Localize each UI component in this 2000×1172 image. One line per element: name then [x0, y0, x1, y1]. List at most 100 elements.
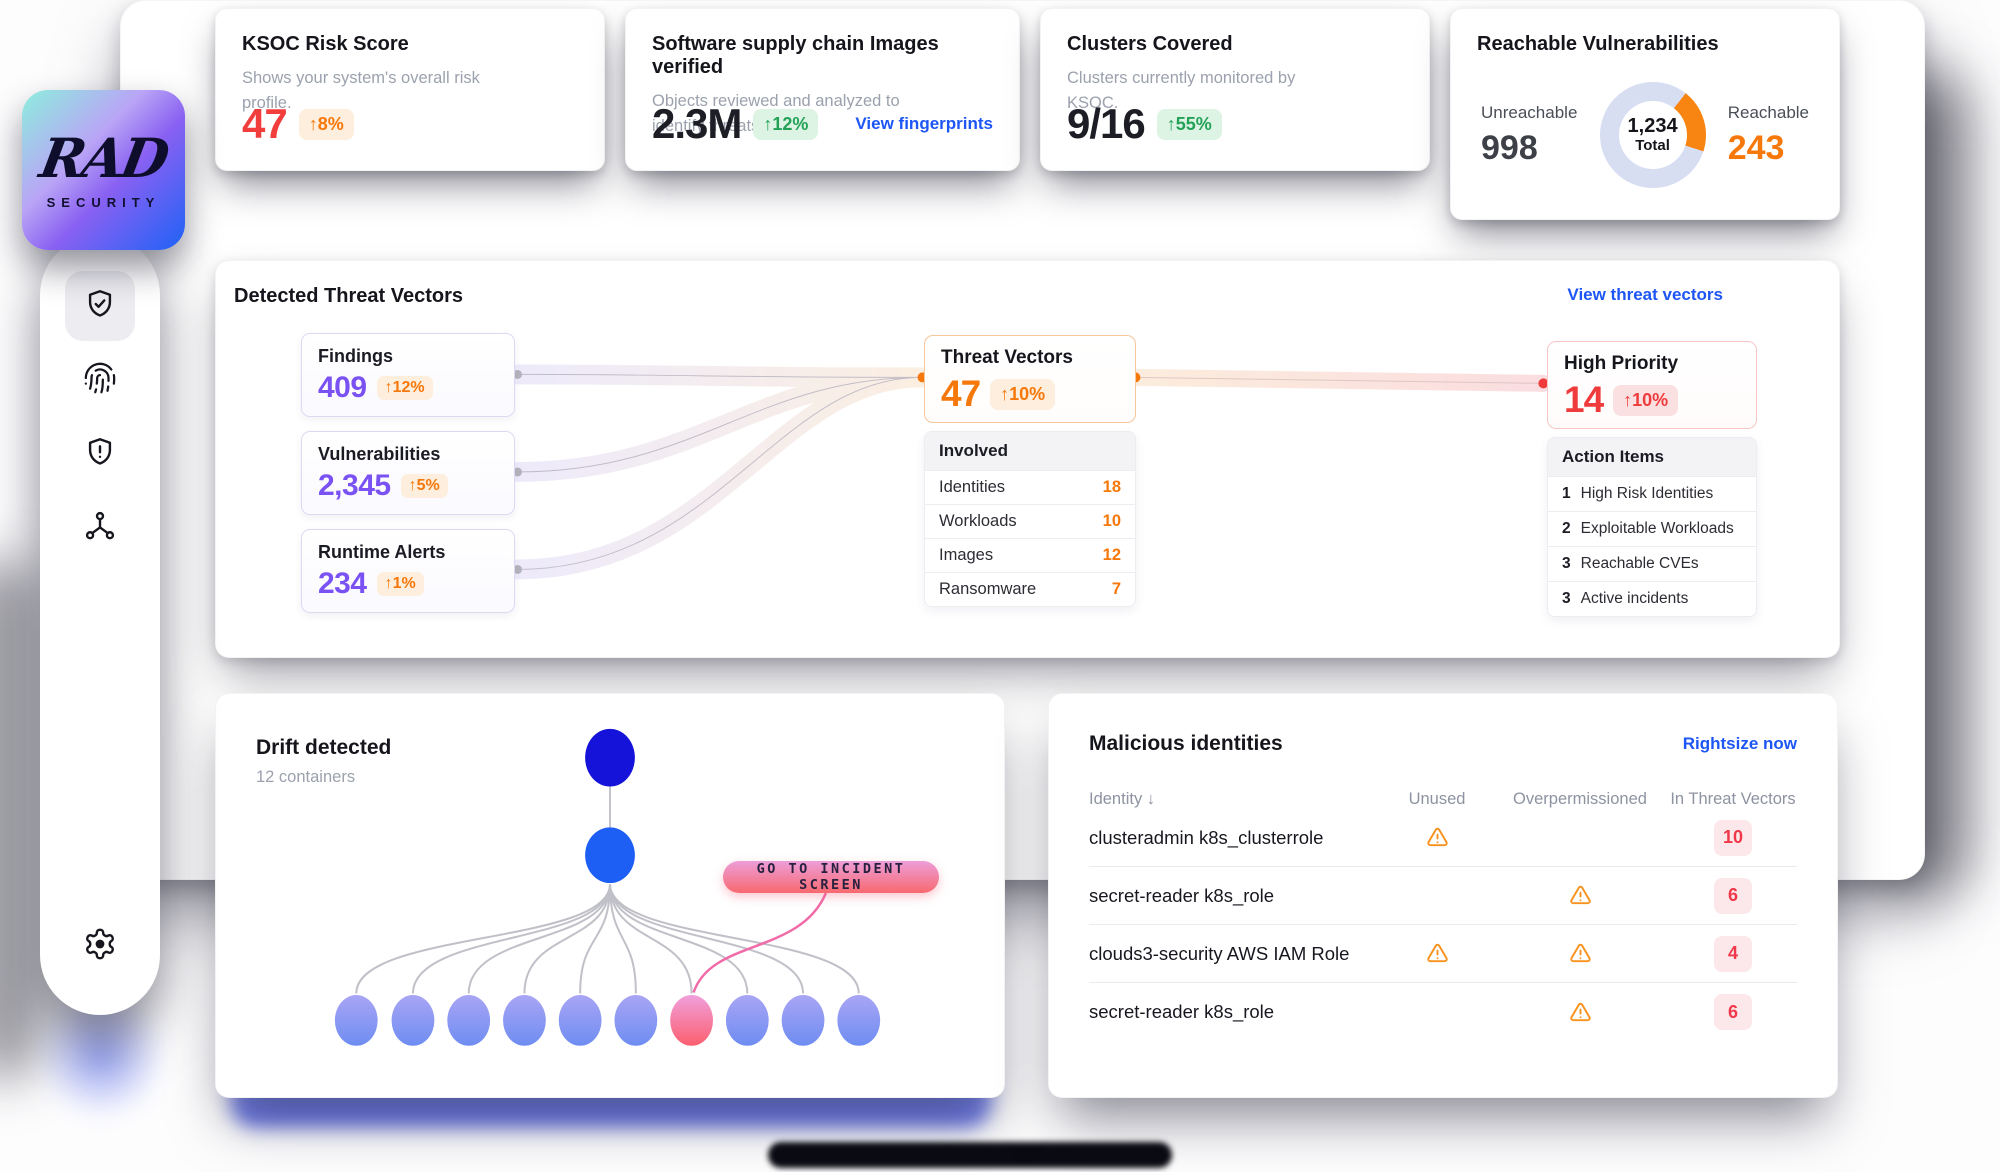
runtime-alerts-title: Runtime Alerts [318, 542, 446, 562]
risk-score-value: 47 [242, 100, 288, 147]
action-item-row: 3 Reachable CVEs [1548, 546, 1756, 581]
threat-count-badge: 4 [1714, 935, 1752, 972]
go-to-incident-button[interactable]: GO TO INCIDENT SCREEN [723, 861, 939, 893]
runtime-alerts-card: Runtime Alerts 234 ↑1% [301, 529, 515, 613]
identity-name: secret-reader k8s_role [1089, 1001, 1275, 1022]
vulnerabilities-delta-badge: ↑5% [400, 474, 448, 498]
action-item-count: 3 [1562, 590, 1571, 607]
involved-header: Involved [925, 432, 1135, 470]
warning-icon [1383, 826, 1491, 849]
identity-name: secret-reader k8s_role [1089, 884, 1275, 906]
container-nodes [334, 995, 881, 1046]
identity-name: clusteradmin k8s_clusterrole [1089, 826, 1324, 848]
high-priority-card: High Priority 14 ↑10% [1547, 341, 1757, 429]
malicious-identities-title: Malicious identities [1089, 732, 1283, 755]
sidebar [40, 235, 160, 1015]
findings-delta-badge: ↑12% [376, 376, 433, 400]
identity-row[interactable]: secret-reader k8s_role 6 [1089, 867, 1797, 925]
shield-alert-icon [83, 435, 117, 474]
warning-icon [1491, 884, 1669, 907]
network-graph-icon [83, 509, 117, 548]
reachable-stat: Reachable 243 [1728, 103, 1809, 168]
involved-row: Identities 18 [925, 470, 1135, 504]
action-items-table: Action Items 1 High Risk Identities 2 Ex… [1547, 437, 1757, 617]
action-item-label: High Risk Identities [1580, 485, 1714, 502]
view-fingerprints-link[interactable]: View fingerprints [855, 114, 993, 133]
action-item-label: Active incidents [1580, 590, 1689, 607]
logo-tagline: SECURITY [46, 194, 161, 210]
column-overpermissioned: Overpermissioned [1513, 790, 1647, 808]
vulnerabilities-value: 2,345 [318, 469, 391, 502]
donut-total-label: Total [1635, 137, 1670, 154]
warning-icon [1491, 942, 1669, 965]
card-title: Reachable Vulnerabilities [1477, 33, 1719, 55]
action-item-count: 1 [1562, 485, 1571, 502]
involved-label: Images [939, 546, 994, 564]
sidebar-item-alerts[interactable] [65, 419, 135, 489]
drift-title: Drift detected [256, 736, 392, 759]
identity-row[interactable]: clusteradmin k8s_clusterrole 10 [1089, 809, 1797, 867]
involved-value: 18 [1102, 478, 1121, 496]
card-risk-score: KSOC Risk Score Shows your system's over… [215, 8, 605, 171]
sidebar-item-graph[interactable] [65, 493, 135, 563]
involved-row: Images 12 [925, 538, 1135, 572]
findings-title: Findings [318, 346, 393, 366]
view-threat-vectors-link[interactable]: View threat vectors [1567, 285, 1723, 304]
high-priority-title: High Priority [1564, 353, 1679, 374]
threat-vectors-title: Threat Vectors [941, 347, 1073, 368]
card-title: KSOC Risk Score [242, 33, 409, 55]
card-reachable-vulnerabilities: Reachable Vulnerabilities Unreachable 99… [1450, 8, 1840, 220]
involved-value: 7 [1111, 580, 1121, 598]
action-item-label: Exploitable Workloads [1580, 520, 1734, 537]
involved-value: 12 [1102, 546, 1121, 564]
card-title: Clusters Covered [1067, 33, 1233, 55]
high-priority-delta-badge: ↑10% [1613, 384, 1679, 416]
rad-security-logo: RAD SECURITY [22, 90, 185, 250]
unreachable-label: Unreachable [1481, 102, 1578, 122]
action-item-count: 2 [1562, 520, 1571, 537]
action-item-row: 2 Exploitable Workloads [1548, 511, 1756, 546]
risk-delta-badge: ↑8% [298, 108, 354, 140]
rightsize-now-link[interactable]: Rightsize now [1682, 734, 1797, 753]
drift-subtitle: 12 containers [256, 768, 356, 786]
threat-count-badge: 6 [1714, 994, 1752, 1030]
identity-row[interactable]: clouds3-security AWS IAM Role 4 [1089, 925, 1797, 983]
sidebar-item-overview[interactable] [65, 271, 135, 341]
drift-detected-card: Drift detected 12 containers GO TO INCID… [215, 693, 1005, 1098]
reachable-value: 243 [1727, 128, 1785, 167]
sidebar-item-fingerprints[interactable] [65, 345, 135, 415]
threat-vectors-value: 47 [941, 373, 981, 414]
identity-row[interactable]: secret-reader k8s_role 6 [1089, 983, 1797, 1041]
action-item-label: Reachable CVEs [1580, 555, 1699, 572]
involved-row: Workloads 10 [925, 504, 1135, 538]
involved-label: Workloads [939, 512, 1017, 530]
involved-label: Ransomware [939, 580, 1037, 598]
action-item-row: 1 High Risk Identities [1548, 476, 1756, 511]
warning-icon [1383, 942, 1491, 965]
vulnerabilities-title: Vulnerabilities [318, 444, 441, 464]
donut-total-value: 1,234 [1627, 115, 1678, 137]
sidebar-item-settings[interactable] [65, 911, 135, 981]
parent-node [585, 827, 635, 884]
threat-flow-diagram [507, 364, 1552, 580]
settings-gear-icon [83, 927, 117, 966]
panel-title: Detected Threat Vectors [234, 285, 463, 307]
bottom-bar-decor [768, 1142, 1172, 1168]
threat-vectors-card: Threat Vectors 47 ↑10% [924, 335, 1136, 423]
card-description: Objects reviewed and analyzed to identif… [652, 92, 900, 135]
warning-icon [1491, 1001, 1669, 1024]
column-unused: Unused [1408, 790, 1466, 808]
shadow-decor-left [0, 560, 40, 1080]
runtime-alerts-value: 234 [318, 567, 367, 600]
clusters-delta-badge: ↑55% [1156, 108, 1222, 140]
threat-count-badge: 6 [1714, 877, 1752, 914]
shield-check-icon [83, 287, 117, 326]
action-item-row: 3 Active incidents [1548, 581, 1756, 616]
column-identity[interactable]: Identity ↓ [1089, 790, 1156, 808]
clusters-covered-value: 9/16 [1067, 100, 1146, 147]
card-clusters: Clusters Covered Clusters currently moni… [1040, 8, 1430, 171]
action-items-header: Action Items [1548, 438, 1756, 476]
images-verified-value: 2.3M [652, 100, 742, 147]
card-description: Shows your system's overall risk profile… [242, 69, 480, 112]
